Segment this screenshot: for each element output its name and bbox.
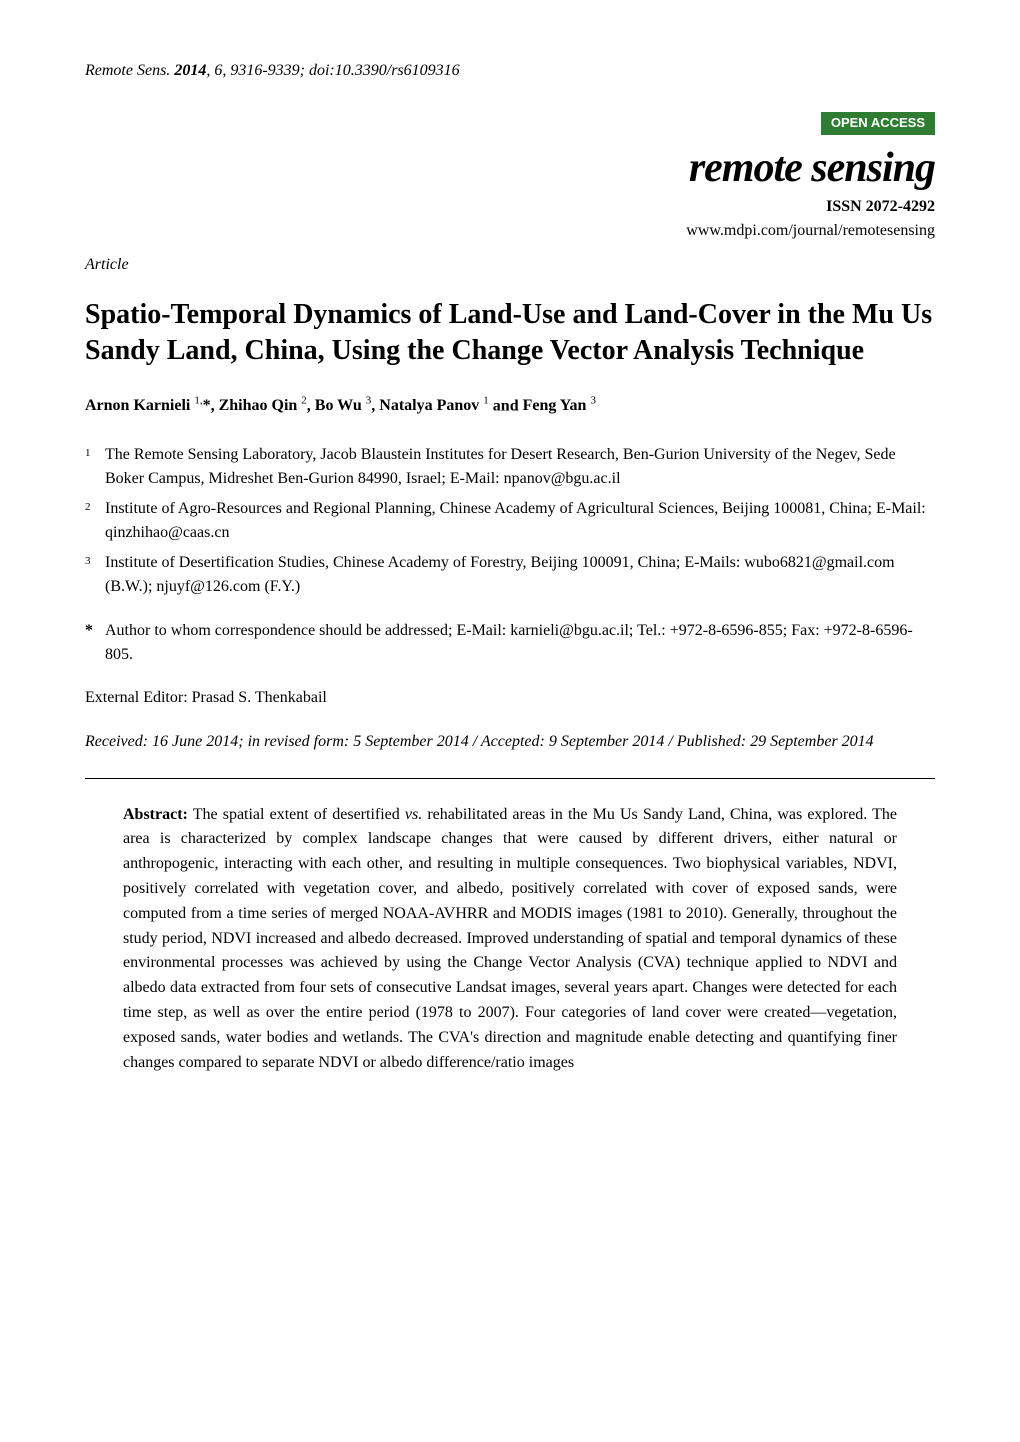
affiliation-2: 2 Institute of Agro-Resources and Region… <box>85 497 935 545</box>
author-3: Bo Wu 3 <box>315 397 372 414</box>
article-title: Spatio-Temporal Dynamics of Land-Use and… <box>85 297 935 370</box>
article-dates: Received: 16 June 2014; in revised form:… <box>85 730 935 754</box>
open-access-container: OPEN ACCESS <box>85 112 935 134</box>
abstract-label: Abstract: <box>123 806 188 823</box>
affiliation-num: 3 <box>85 551 105 599</box>
corresponding-text: Author to whom correspondence should be … <box>105 619 935 667</box>
affiliation-text: Institute of Agro-Resources and Regional… <box>105 497 935 545</box>
affiliation-num: 1 <box>85 443 105 491</box>
author-5: Feng Yan 3 <box>523 397 596 414</box>
pages: 9316-9339 <box>230 62 299 79</box>
year: 2014 <box>174 62 206 79</box>
divider <box>85 778 935 779</box>
open-access-badge: OPEN ACCESS <box>821 112 935 134</box>
external-editor: External Editor: Prasad S. Thenkabail <box>85 687 935 709</box>
journal-url: www.mdpi.com/journal/remotesensing <box>85 220 935 242</box>
authors-line: Arnon Karnieli 1,*, Zhihao Qin 2, Bo Wu … <box>85 394 935 418</box>
affiliations-block: 1 The Remote Sensing Laboratory, Jacob B… <box>85 443 935 599</box>
author-2: Zhihao Qin 2 <box>219 397 307 414</box>
affiliation-num: 2 <box>85 497 105 545</box>
corresponding-author: * Author to whom correspondence should b… <box>85 619 935 667</box>
corresponding-star: * <box>85 619 105 667</box>
article-type: Article <box>85 254 935 276</box>
affiliation-text: The Remote Sensing Laboratory, Jacob Bla… <box>105 443 935 491</box>
affiliation-1: 1 The Remote Sensing Laboratory, Jacob B… <box>85 443 935 491</box>
affiliation-3: 3 Institute of Desertification Studies, … <box>85 551 935 599</box>
affiliation-text: Institute of Desertification Studies, Ch… <box>105 551 935 599</box>
journal-ref: Remote Sens. <box>85 62 170 79</box>
journal-title: remote sensing <box>85 139 935 198</box>
running-header: Remote Sens. 2014, 6, 9316-9339; doi:10.… <box>85 60 935 82</box>
author-4: Natalya Panov 1 <box>379 397 489 414</box>
abstract-text: Abstract: The spatial extent of desertif… <box>123 803 897 1076</box>
doi: doi:10.3390/rs6109316 <box>309 62 460 79</box>
vs-italic: vs. <box>405 806 422 823</box>
issn: ISSN 2072-4292 <box>85 196 935 218</box>
abstract-block: Abstract: The spatial extent of desertif… <box>85 803 935 1076</box>
author-1: Arnon Karnieli 1,* <box>85 397 211 414</box>
